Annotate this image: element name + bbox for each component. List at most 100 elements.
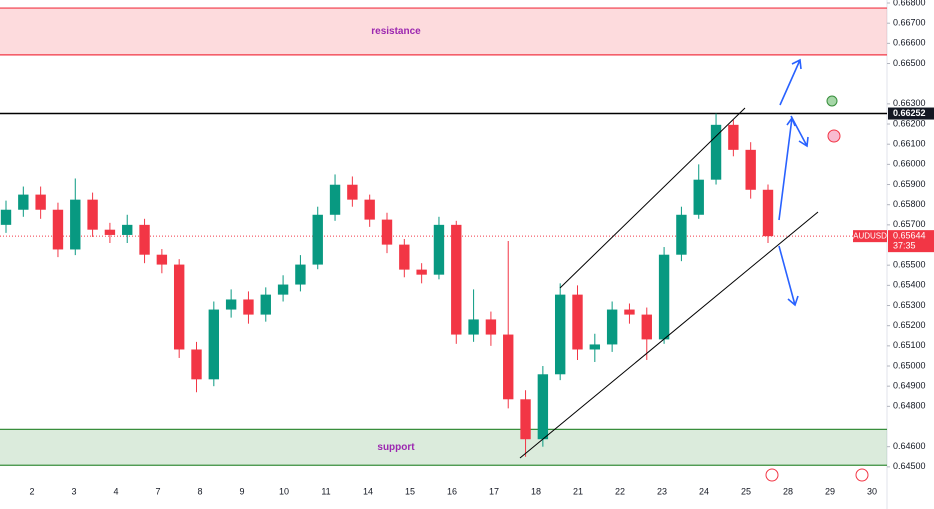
x-tick-label: 16 <box>447 486 457 496</box>
candle-body <box>728 124 739 150</box>
y-tick-label: 0.64900 <box>893 381 926 391</box>
candle-body <box>87 199 98 230</box>
zone <box>0 429 887 466</box>
candle-body <box>173 264 185 350</box>
y-tick-label: 0.66700 <box>893 18 926 28</box>
candle-body <box>606 309 618 345</box>
candle-body <box>762 189 774 237</box>
y-tick-label: 0.66200 <box>893 118 926 128</box>
y-tick-label: 0.66800 <box>893 0 926 7</box>
x-tick-label: 25 <box>741 486 751 496</box>
arrow <box>778 245 799 307</box>
x-tick-label: 4 <box>113 486 118 496</box>
x-tick-label: 30 <box>867 486 877 496</box>
y-tick-label: 0.65500 <box>893 260 926 270</box>
candle-body <box>624 309 635 315</box>
x-tick-label: 15 <box>405 486 415 496</box>
arrow <box>778 116 796 221</box>
candle-body <box>381 219 393 245</box>
candle-body <box>676 214 687 255</box>
candle-body <box>572 294 583 350</box>
candle-body <box>52 209 64 250</box>
x-tick-label: 24 <box>699 486 709 496</box>
level-label: 0.66252 <box>893 108 926 118</box>
candle-body <box>277 284 289 295</box>
x-tick-label: 2 <box>29 486 34 496</box>
candle-body <box>295 264 306 285</box>
candle-body <box>641 314 652 340</box>
candle-body <box>122 224 133 235</box>
candle-body <box>260 294 271 315</box>
y-tick-label: 0.66100 <box>893 139 926 149</box>
drawings <box>519 58 869 482</box>
y-tick-label: 0.65300 <box>893 300 926 310</box>
candle-body <box>693 179 704 215</box>
y-tick-label: 0.65800 <box>893 199 926 209</box>
countdown-label: 37:35 <box>893 241 916 251</box>
symbol-label: AUDUSD <box>853 231 887 240</box>
marker-red <box>827 129 841 143</box>
candle-body <box>399 244 410 270</box>
candle-body <box>347 184 358 200</box>
y-tick-label: 0.65100 <box>893 340 926 350</box>
price-tag <box>888 230 934 253</box>
candle-body <box>520 399 531 440</box>
x-tick-label: 9 <box>239 486 244 496</box>
candle-body <box>70 199 81 250</box>
y-tick-label: 0.66500 <box>893 58 926 68</box>
x-tick-label: 14 <box>363 486 373 496</box>
candle-body <box>35 194 46 210</box>
candle-body <box>468 319 479 335</box>
x-tick-label: 28 <box>783 486 793 496</box>
x-tick-label: 17 <box>489 486 499 496</box>
candle-body <box>312 214 323 265</box>
arrows <box>778 58 809 307</box>
candle-body <box>191 349 202 380</box>
marker-green <box>826 95 838 107</box>
candle-body <box>433 224 445 275</box>
y-tick-label: 0.64800 <box>893 401 926 411</box>
candle-body <box>485 319 497 335</box>
candle-body <box>503 334 514 400</box>
y-tick-label: 0.64600 <box>893 441 926 451</box>
candle-body <box>156 254 168 265</box>
x-tick-label: 29 <box>825 486 835 496</box>
candle-body <box>208 309 220 380</box>
channel-lower <box>519 211 819 459</box>
y-tick-label: 0.65900 <box>893 179 926 189</box>
candle-body <box>18 194 29 210</box>
candle-body <box>658 254 670 340</box>
zone-label: resistance <box>371 26 421 37</box>
candle-body <box>329 184 341 215</box>
zone-label: support <box>377 442 415 453</box>
channel-upper <box>559 107 746 289</box>
candle-body <box>554 294 566 375</box>
candle-body <box>589 344 601 350</box>
price-label: 0.65644 <box>893 231 926 241</box>
symbol-tag <box>853 230 887 243</box>
x-tick-label: 23 <box>657 486 667 496</box>
candle-body <box>104 229 116 235</box>
zone <box>0 8 887 55</box>
y-tick-label: 0.66300 <box>893 98 926 108</box>
y-tick-label: 0.65200 <box>893 320 926 330</box>
level-tag <box>888 107 934 120</box>
candle-body <box>139 224 150 255</box>
candle-body <box>451 224 462 335</box>
x-tick-label: 22 <box>615 486 625 496</box>
y-tick-label: 0.65700 <box>893 219 926 229</box>
y-tick-label: 0.64500 <box>893 461 926 471</box>
x-tick-label: 11 <box>321 486 330 496</box>
candle-body <box>416 269 427 275</box>
candle-body <box>225 299 237 310</box>
y-tick-label: 0.65400 <box>893 280 926 290</box>
x-tick-label: 21 <box>573 486 583 496</box>
candle-body <box>243 299 254 315</box>
x-tick-label: 7 <box>155 486 160 496</box>
arrow <box>779 58 802 106</box>
candle-body <box>745 149 756 190</box>
candle-body <box>0 209 12 225</box>
y-tick-label: 0.65000 <box>893 360 926 370</box>
event-icon <box>855 468 869 482</box>
